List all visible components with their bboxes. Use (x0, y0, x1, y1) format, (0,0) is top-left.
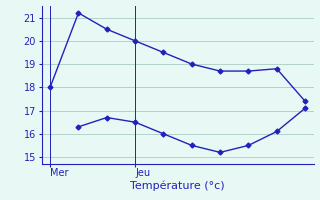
X-axis label: Température (°c): Température (°c) (130, 181, 225, 191)
